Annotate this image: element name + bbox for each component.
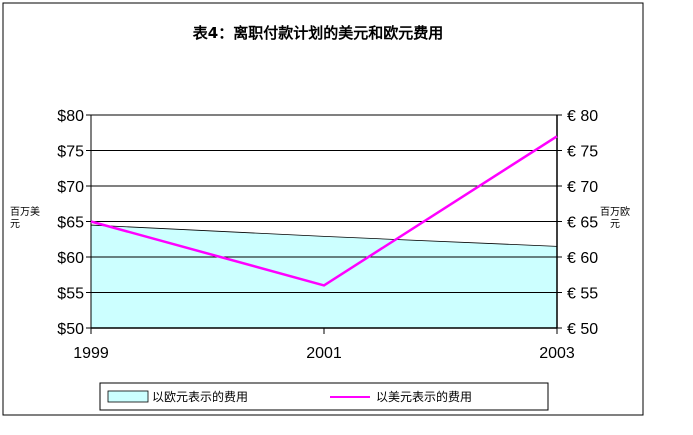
y-axis-label-left: 百万美 元	[10, 205, 43, 230]
legend-label-area: 以欧元表示的费用	[152, 389, 248, 404]
legend-swatch-area	[107, 390, 149, 403]
plot-area: $50 $55 $60 $65 $70 $75 $80 € 50 € 55 € 60 € 65 € 7…	[57, 108, 598, 362]
y-axis-label-right-line2: 元	[610, 219, 620, 230]
y-axis-label-left-line1: 百万美	[10, 205, 40, 218]
y-axis-label-left-line2: 元	[10, 219, 20, 230]
y-tick-label-left: $60	[57, 250, 84, 267]
y-tick-label-right: € 60	[567, 250, 598, 267]
x-tick-label: 2003	[539, 345, 575, 362]
y-tick-label-right: € 80	[567, 108, 598, 125]
y-tick-label-left: $75	[57, 144, 84, 161]
legend: 以欧元表示的费用 以美元表示的费用	[99, 382, 549, 411]
y-tick-label-left: $70	[57, 179, 84, 196]
y-tick-label-left: $50	[57, 321, 84, 338]
y-axis-label-right: 百万欧 元	[600, 206, 633, 230]
y-axis-label-right-line1: 百万欧	[600, 206, 630, 218]
x-tick-label: 1999	[73, 345, 109, 362]
legend-label-line: 以美元表示的费用	[376, 389, 472, 404]
y-tick-label-right: € 75	[567, 144, 598, 161]
y-tick-label-left: $80	[57, 108, 84, 125]
y-tick-label-left: $55	[57, 286, 84, 303]
chart-title: 表4：离职付款计划的美元和欧元费用	[193, 24, 443, 42]
y-tick-label-right: € 70	[567, 179, 598, 196]
y-tick-label-right: € 55	[567, 286, 598, 303]
x-tick-label: 2001	[306, 345, 342, 362]
series-area-euro-edge	[90, 224, 558, 247]
y-tick-label-right: € 50	[567, 321, 598, 338]
series-area-euro	[91, 225, 557, 328]
series-line-usd	[90, 135, 558, 287]
y-tick-label-right: € 65	[567, 215, 598, 232]
legend-box	[99, 382, 549, 411]
y-tick-label-left: $65	[57, 215, 84, 232]
chart-frame	[2, 2, 644, 416]
